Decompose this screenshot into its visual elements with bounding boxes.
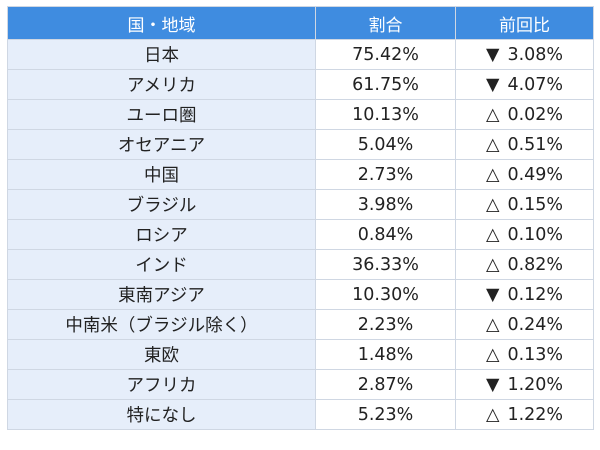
share-cell: 1.48% — [315, 339, 456, 370]
change-value: 1.20% — [507, 374, 564, 395]
share-cell: 2.73% — [315, 159, 456, 190]
header-change: 前回比 — [455, 6, 594, 40]
change-cell: △ 0.82% — [455, 249, 594, 280]
share-cell: 10.30% — [315, 279, 456, 310]
share-cell: 75.42% — [315, 39, 456, 70]
down-triangle-icon: ▼ — [485, 44, 500, 65]
region-cell: ロシア — [7, 219, 316, 250]
table-row: 中国 2.73% △ 0.49% — [7, 159, 594, 190]
table-row: ロシア 0.84% △ 0.10% — [7, 219, 594, 250]
change-value: 0.24% — [507, 314, 564, 335]
change-cell: △ 1.22% — [455, 399, 594, 430]
share-cell: 2.23% — [315, 309, 456, 340]
region-cell: 東南アジア — [7, 279, 316, 310]
table-row: インド 36.33% △ 0.82% — [7, 249, 594, 280]
region-cell: 東欧 — [7, 339, 316, 370]
change-cell: ▼ 1.20% — [455, 369, 594, 400]
change-cell: △ 0.51% — [455, 129, 594, 160]
share-cell: 3.98% — [315, 189, 456, 220]
share-cell: 0.84% — [315, 219, 456, 250]
region-cell: 中南米（ブラジル除く） — [7, 309, 316, 340]
change-value: 0.15% — [507, 194, 564, 215]
change-cell: ▼ 3.08% — [455, 39, 594, 70]
change-cell: △ 0.13% — [455, 339, 594, 370]
change-cell: △ 0.49% — [455, 159, 594, 190]
change-value: 0.02% — [507, 104, 564, 125]
up-triangle-outline-icon: △ — [485, 224, 500, 245]
change-value: 0.49% — [507, 164, 564, 185]
table-row: 東南アジア 10.30% ▼ 0.12% — [7, 279, 594, 310]
table-row: オセアニア 5.04% △ 0.51% — [7, 129, 594, 160]
region-share-table: 国・地域 割合 前回比 日本 75.42% ▼ 3.08% アメリカ 61.75% ▼ 4.0… — [7, 6, 594, 430]
down-triangle-icon: ▼ — [485, 284, 500, 305]
change-value: 0.12% — [507, 284, 564, 305]
table-row: 東欧 1.48% △ 0.13% — [7, 339, 594, 370]
change-cell: ▼ 0.12% — [455, 279, 594, 310]
table-row: 日本 75.42% ▼ 3.08% — [7, 39, 594, 70]
region-cell: アメリカ — [7, 69, 316, 100]
change-value: 0.51% — [507, 134, 564, 155]
change-value: 0.82% — [507, 254, 564, 275]
table-row: ユーロ圏 10.13% △ 0.02% — [7, 99, 594, 130]
change-cell: △ 0.10% — [455, 219, 594, 250]
change-value: 0.10% — [507, 224, 564, 245]
table-row: 中南米（ブラジル除く） 2.23% △ 0.24% — [7, 309, 594, 340]
share-cell: 10.13% — [315, 99, 456, 130]
down-triangle-icon: ▼ — [485, 374, 500, 395]
up-triangle-outline-icon: △ — [485, 194, 500, 215]
region-cell: インド — [7, 249, 316, 280]
region-cell: 中国 — [7, 159, 316, 190]
header-row: 国・地域 割合 前回比 — [7, 6, 594, 40]
up-triangle-outline-icon: △ — [485, 344, 500, 365]
change-cell: △ 0.24% — [455, 309, 594, 340]
region-cell: ブラジル — [7, 189, 316, 220]
table-body: 日本 75.42% ▼ 3.08% アメリカ 61.75% ▼ 4.07% ユーロ圏 10.13%… — [7, 39, 594, 430]
up-triangle-outline-icon: △ — [485, 404, 500, 425]
share-cell: 5.23% — [315, 399, 456, 430]
share-cell: 61.75% — [315, 69, 456, 100]
header-share: 割合 — [315, 6, 456, 40]
change-value: 0.13% — [507, 344, 564, 365]
region-cell: 特になし — [7, 399, 316, 430]
up-triangle-outline-icon: △ — [485, 104, 500, 125]
up-triangle-outline-icon: △ — [485, 134, 500, 155]
up-triangle-outline-icon: △ — [485, 314, 500, 335]
up-triangle-outline-icon: △ — [485, 254, 500, 275]
change-cell: △ 0.02% — [455, 99, 594, 130]
share-cell: 36.33% — [315, 249, 456, 280]
table-row: アフリカ 2.87% ▼ 1.20% — [7, 369, 594, 400]
up-triangle-outline-icon: △ — [485, 164, 500, 185]
down-triangle-icon: ▼ — [485, 74, 500, 95]
share-cell: 2.87% — [315, 369, 456, 400]
table-row: ブラジル 3.98% △ 0.15% — [7, 189, 594, 220]
region-cell: ユーロ圏 — [7, 99, 316, 130]
header-region: 国・地域 — [7, 6, 316, 40]
share-cell: 5.04% — [315, 129, 456, 160]
region-cell: アフリカ — [7, 369, 316, 400]
change-value: 1.22% — [507, 404, 564, 425]
change-value: 4.07% — [507, 74, 564, 95]
region-share-table-container: 国・地域 割合 前回比 日本 75.42% ▼ 3.08% アメリカ 61.75% ▼ 4.0… — [7, 6, 594, 430]
region-cell: 日本 — [7, 39, 316, 70]
change-cell: ▼ 4.07% — [455, 69, 594, 100]
table-row: アメリカ 61.75% ▼ 4.07% — [7, 69, 594, 100]
change-value: 3.08% — [507, 44, 564, 65]
table-row: 特になし 5.23% △ 1.22% — [7, 399, 594, 430]
region-cell: オセアニア — [7, 129, 316, 160]
change-cell: △ 0.15% — [455, 189, 594, 220]
